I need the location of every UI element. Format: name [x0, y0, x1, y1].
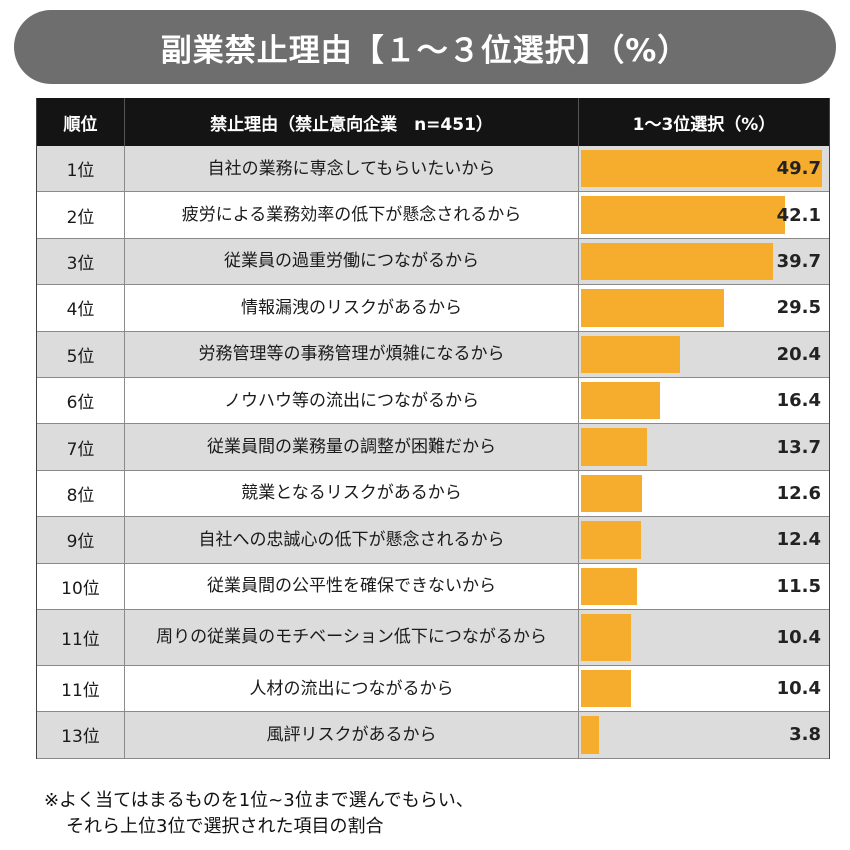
rank-cell: 11位	[37, 665, 125, 712]
bar-mark	[581, 613, 632, 661]
bar-mark	[581, 716, 600, 754]
value-label: 42.1	[776, 204, 821, 226]
bar-mark	[581, 381, 661, 420]
table-row: 8位 競業となるリスクがあるから 12.6	[37, 470, 829, 518]
value-label: 29.5	[776, 297, 821, 319]
bar-cell: 16.4	[579, 377, 829, 424]
table-row: 9位 自社への忠誠心の低下が懸念されるから 12.4	[37, 517, 829, 564]
value-label: 49.7	[776, 158, 821, 180]
rank-cell: 6位	[37, 377, 125, 424]
reason-cell: 従業員間の公平性を確保できないから	[125, 563, 579, 609]
table-row: 11位 周りの従業員のモチベーション低下につながるから 10.4	[37, 609, 829, 666]
reason-cell: 風評リスクがあるから	[125, 712, 579, 758]
rank-cell: 2位	[37, 192, 125, 238]
bar-mark	[581, 669, 632, 708]
rank-cell: 3位	[37, 238, 125, 285]
bar-mark	[581, 521, 642, 559]
table-row: 10位 従業員間の公平性を確保できないから 11.5	[37, 563, 829, 610]
reason-cell: 従業員間の業務量の調整が困難だから	[125, 424, 579, 470]
bar-mark	[581, 242, 774, 281]
header-value: 1～3位選択（%）	[632, 114, 776, 135]
rank-cell: 7位	[37, 424, 125, 470]
rank-cell: 10位	[37, 563, 125, 609]
table-row: 7位 従業員間の業務量の調整が困難だから 13.7	[37, 424, 829, 471]
value-label: 13.7	[776, 436, 821, 458]
table-row: 13位 風評リスクがあるから 3.8	[37, 712, 829, 759]
value-label: 11.5	[776, 575, 821, 597]
header-reason: 禁止理由（禁止意向企業 n=451）	[125, 98, 579, 146]
value-label: 16.4	[776, 390, 821, 412]
reason-cell: 疲労による業務効率の低下が懸念されるから	[125, 192, 579, 238]
bar-mark	[581, 474, 642, 513]
value-label: 3.8	[789, 724, 821, 746]
value-label: 39.7	[776, 250, 821, 272]
bar-cell: 39.7	[579, 238, 829, 285]
value-label: 12.4	[776, 529, 821, 551]
footnote-line-1: ※よく当てはまるものを1位~3位まで選んでもらい、	[44, 790, 474, 811]
bar-mark	[581, 335, 680, 373]
chart-title: 副業禁止理由【１～３位選択】（%）	[160, 32, 690, 69]
rank-cell: 8位	[37, 470, 125, 517]
footnote: ※よく当てはまるものを1位~3位まで選んでもらい、 それら上位3位で選択された項…	[44, 788, 474, 840]
rank-cell: 5位	[37, 331, 125, 377]
bar-cell: 12.4	[579, 517, 829, 563]
table-body: 1位 自社の業務に専念してもらいたいから 49.7 2位 疲労による業務効率の低下が懸念…	[37, 146, 829, 759]
reason-cell: 自社の業務に専念してもらいたいから	[125, 146, 579, 192]
bar-cell: 11.5	[579, 563, 829, 609]
bar-cell: 42.1	[579, 192, 829, 238]
bar-cell: 10.4	[579, 609, 829, 665]
reason-cell: 周りの従業員のモチベーション低下につながるから	[125, 609, 579, 665]
bar-cell: 20.4	[579, 331, 829, 377]
bar-mark	[581, 196, 785, 234]
rank-cell: 13位	[37, 712, 125, 758]
reason-cell: 従業員の過重労働につながるから	[125, 238, 579, 285]
bar-mark	[581, 428, 648, 466]
table-header: 順位 禁止理由（禁止意向企業 n=451） 1～3位選択（%）	[37, 98, 829, 146]
value-label: 20.4	[776, 343, 821, 365]
value-label: 10.4	[776, 626, 821, 648]
table-row: 1位 自社の業務に専念してもらいたいから 49.7	[37, 146, 829, 193]
bar-cell: 12.6	[579, 470, 829, 517]
bar-mark	[581, 150, 822, 188]
table-row: 2位 疲労による業務効率の低下が懸念されるから 42.1	[37, 192, 829, 239]
rank-cell: 11位	[37, 609, 125, 665]
table-row: 5位 労務管理等の事務管理が煩雑になるから 20.4	[37, 331, 829, 378]
ranking-table: 順位 禁止理由（禁止意向企業 n=451） 1～3位選択（%） 1位 自社の業務に…	[36, 98, 830, 759]
reason-cell: ノウハウ等の流出につながるから	[125, 377, 579, 424]
reason-cell: 労務管理等の事務管理が煩雑になるから	[125, 331, 579, 377]
reason-cell: 人材の流出につながるから	[125, 665, 579, 712]
bar-cell: 29.5	[579, 285, 829, 331]
footnote-line-2: それら上位3位で選択された項目の割合	[66, 816, 384, 837]
bar-mark	[581, 289, 724, 327]
bar-cell: 49.7	[579, 146, 829, 192]
header-rank: 順位	[37, 98, 125, 146]
table-row: 6位 ノウハウ等の流出につながるから 16.4	[37, 377, 829, 425]
bar-cell: 10.4	[579, 665, 829, 712]
reason-cell: 競業となるリスクがあるから	[125, 470, 579, 517]
value-label: 12.6	[776, 482, 821, 504]
reason-cell: 自社への忠誠心の低下が懸念されるから	[125, 517, 579, 563]
bar-cell: 3.8	[579, 712, 829, 758]
value-label: 10.4	[776, 678, 821, 700]
rank-cell: 1位	[37, 146, 125, 192]
reason-cell: 情報漏洩のリスクがあるから	[125, 285, 579, 331]
table-row: 11位 人材の流出につながるから 10.4	[37, 665, 829, 713]
table-row: 4位 情報漏洩のリスクがあるから 29.5	[37, 285, 829, 332]
title-banner: 副業禁止理由【１～３位選択】（%）	[14, 10, 836, 84]
table-row: 3位 従業員の過重労働につながるから 39.7	[37, 238, 829, 286]
rank-cell: 4位	[37, 285, 125, 331]
rank-cell: 9位	[37, 517, 125, 563]
bar-cell: 13.7	[579, 424, 829, 470]
bar-mark	[581, 567, 637, 605]
